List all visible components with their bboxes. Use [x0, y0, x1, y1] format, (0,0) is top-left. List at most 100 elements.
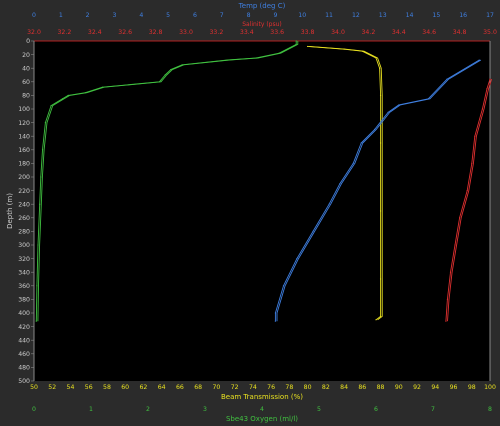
- depth-axis-title: Depth (m): [6, 193, 14, 229]
- temp-axis-title: Temp (deg C): [238, 2, 286, 10]
- plot-area: [34, 41, 490, 381]
- beam-tick-label: 70: [212, 384, 220, 391]
- salinity-tick-label: 33.4: [240, 29, 254, 36]
- oxygen-data-point: [37, 244, 39, 246]
- temp-data-point: [282, 285, 285, 287]
- temp-data-point: [478, 59, 480, 61]
- beam-tick-label: 74: [249, 384, 257, 391]
- depth-tick-label: 340: [18, 269, 30, 276]
- beam-tick-label: 98: [468, 384, 476, 391]
- salinity-tick-label: 32.2: [58, 29, 72, 36]
- oxygen-data-point: [40, 176, 42, 178]
- beam-data-point: [343, 48, 345, 50]
- salinity-profile-line: [447, 78, 493, 322]
- beam-tick-label: 92: [413, 384, 421, 391]
- salinity-tick-label: 34.0: [331, 29, 345, 36]
- salinity-data-point: [489, 78, 491, 80]
- salinity-tick-label: 32.8: [149, 29, 163, 36]
- depth-tick-label: 20: [22, 52, 30, 59]
- oxygen-data-point: [41, 149, 44, 151]
- temp-tick-label: 17: [486, 12, 494, 19]
- beam-data-point: [375, 57, 377, 59]
- temp-data-point: [360, 142, 362, 144]
- oxygen-data-point: [164, 74, 166, 76]
- temp-tick-label: 7: [220, 12, 224, 19]
- salinity-data-point: [446, 298, 449, 300]
- salinity-tick-label: 33.8: [301, 29, 315, 36]
- temp-tick-label: 13: [379, 12, 387, 19]
- salinity-tick-label: 32.0: [27, 29, 41, 36]
- temp-data-point: [352, 162, 354, 164]
- beam-tick-label: 72: [231, 384, 239, 391]
- oxygen-tick-label: 8: [488, 406, 492, 413]
- oxygen-data-point: [227, 59, 229, 61]
- temp-data-point: [398, 104, 400, 106]
- beam-tick-label: 100: [484, 384, 496, 391]
- beam-tick-label: 94: [431, 384, 439, 391]
- depth-tick-label: 200: [18, 174, 30, 181]
- oxygen-data-point: [44, 122, 47, 124]
- salinity-tick-label: 32.4: [88, 29, 102, 36]
- beam-tick-label: 64: [158, 384, 166, 391]
- temp-data-point: [274, 320, 277, 322]
- oxygen-data-point: [61, 98, 64, 100]
- temp-data-point: [312, 230, 314, 232]
- beam-tick-label: 86: [358, 384, 366, 391]
- salinity-data-point: [474, 135, 476, 137]
- oxygen-data-point: [278, 52, 280, 54]
- temp-tick-label: 6: [193, 12, 197, 19]
- depth-tick-label: 120: [18, 120, 30, 127]
- depth-tick-label: 300: [18, 242, 30, 249]
- depth-tick-label: 400: [18, 310, 30, 317]
- oxygen-data-point: [295, 43, 297, 46]
- oxygen-tick-label: 1: [89, 406, 93, 413]
- beam-data-point: [307, 45, 309, 48]
- salinity-data-point: [486, 88, 488, 90]
- beam-axis-title: Beam Transmission (%): [221, 393, 303, 401]
- salinity-tick-label: 34.8: [453, 29, 467, 36]
- beam-tick-label: 88: [377, 384, 385, 391]
- salinity-tick-label: 33.2: [210, 29, 224, 36]
- temp-data-point: [374, 128, 376, 130]
- depth-tick-label: 320: [18, 256, 30, 263]
- temp-tick-label: 8: [247, 12, 251, 19]
- temp-profile-line: [276, 59, 482, 322]
- beam-tick-label: 90: [395, 384, 403, 391]
- temp-tick-label: 16: [459, 12, 467, 19]
- oxygen-axis-title: Sbe43 Oxygen (ml/l): [226, 415, 298, 423]
- temp-tick-label: 4: [139, 12, 143, 19]
- depth-tick-label: 100: [18, 106, 30, 113]
- oxygen-tick-label: 5: [317, 406, 321, 413]
- temp-tick-label: 12: [352, 12, 360, 19]
- beam-tick-label: 96: [450, 384, 458, 391]
- oxygen-data-point: [35, 320, 37, 322]
- depth-tick-label: 500: [18, 378, 30, 385]
- temp-tick-label: 11: [325, 12, 333, 19]
- oxygen-data-point: [39, 203, 41, 205]
- oxygen-data-point: [158, 81, 160, 83]
- salinity-tick-label: 33.0: [179, 29, 193, 36]
- depth-tick-label: 380: [18, 297, 30, 304]
- salinity-data-point: [459, 217, 461, 219]
- oxygen-data-point: [255, 57, 257, 59]
- beam-data-point: [361, 50, 363, 52]
- oxygen-data-point: [84, 92, 86, 94]
- beam-tick-label: 50: [30, 384, 38, 391]
- oxygen-data-point: [181, 64, 183, 66]
- beam-data-point: [379, 315, 382, 317]
- depth-tick-label: 480: [18, 365, 30, 372]
- oxygen-data-point: [295, 40, 297, 42]
- temp-tick-label: 5: [166, 12, 170, 19]
- depth-tick-label: 280: [18, 229, 30, 236]
- beam-tick-label: 76: [267, 384, 275, 391]
- depth-tick-label: 420: [18, 324, 30, 331]
- temp-tick-label: 9: [273, 12, 277, 19]
- salinity-data-point: [481, 108, 483, 110]
- beam-tick-label: 82: [322, 384, 330, 391]
- depth-tick-label: 160: [18, 147, 30, 154]
- temp-tick-label: 15: [432, 12, 440, 19]
- beam-tick-label: 80: [304, 384, 312, 391]
- beam-data-point: [379, 278, 382, 280]
- depth-tick-label: 180: [18, 161, 30, 168]
